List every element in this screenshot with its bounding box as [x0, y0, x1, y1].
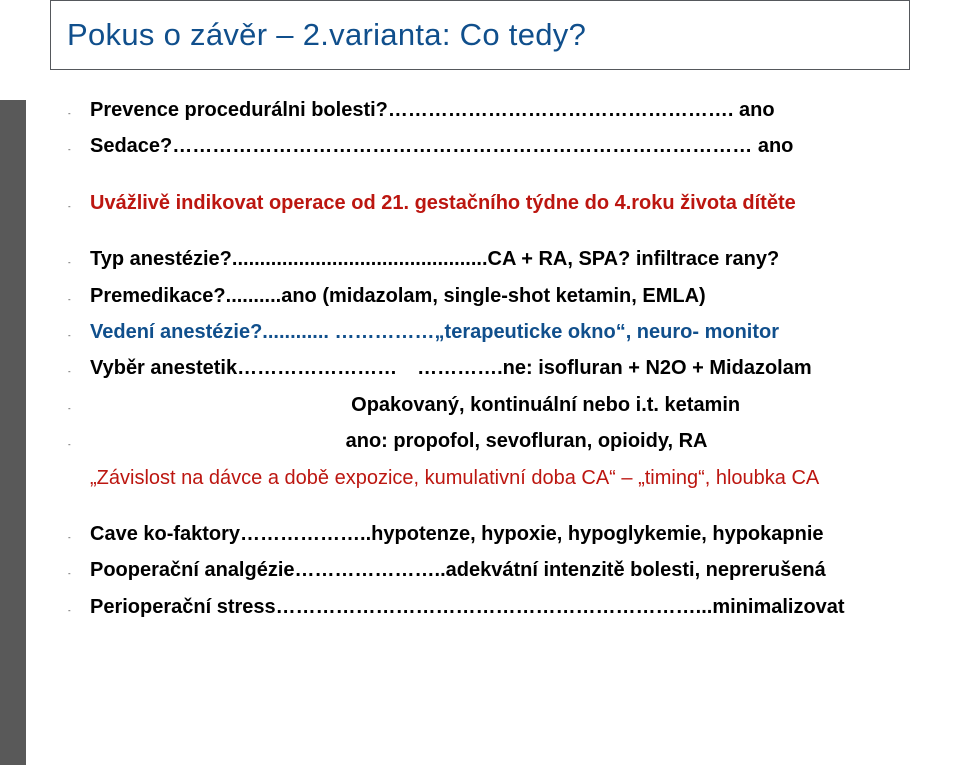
bullet: - — [68, 429, 90, 450]
content-line: -Prevence procedurálni bolesti?………………………… — [68, 96, 940, 124]
spacer — [68, 500, 940, 520]
bullet: - — [68, 595, 90, 616]
content-line: -„Závislost na dávce a době expozice, ku… — [68, 464, 940, 492]
bullet: - — [68, 558, 90, 579]
side-stripe — [0, 100, 26, 765]
title-box: Pokus o závěr – 2.varianta: Co tedy? — [50, 0, 910, 70]
spacer — [68, 169, 940, 189]
line-text: Uvážlivě indikovat operace od 21. gestač… — [90, 189, 940, 217]
bullet: - — [68, 356, 90, 377]
slide-title: Pokus o závěr – 2.varianta: Co tedy? — [67, 17, 586, 53]
content-line: -Cave ko-faktory………………..hypotenze, hypox… — [68, 520, 940, 548]
bullet: - — [68, 284, 90, 305]
content-line: - ano: propofol, sevofluran, opioidy, RA — [68, 427, 940, 455]
line-text: ano: propofol, sevofluran, opioidy, RA — [90, 427, 940, 455]
bullet: - — [68, 191, 90, 212]
content-line: -Vedení anestézie?............ ……………„ter… — [68, 318, 940, 346]
content-line: -Perioperační stress……………………………………………………… — [68, 593, 940, 621]
line-text: Sedace?…………………………………………………………………………… ano — [90, 132, 940, 160]
line-text: „Závislost na dávce a době expozice, kum… — [90, 464, 940, 492]
spacer — [68, 225, 940, 245]
line-text: Pooperační analgézie…………………..adekvátní i… — [90, 556, 940, 584]
line-text: Perioperační stress………………………………………………………… — [90, 593, 940, 621]
bullet: - — [68, 522, 90, 543]
bullet: - — [68, 98, 90, 119]
bullet: - — [68, 134, 90, 155]
content-line: -Sedace?…………………………………………………………………………… an… — [68, 132, 940, 160]
content-line: - Opakovaný, kontinuální nebo i.t. ketam… — [68, 391, 940, 419]
line-text: Cave ko-faktory………………..hypotenze, hypoxi… — [90, 520, 940, 548]
line-text: Typ anestézie?..........................… — [90, 245, 940, 273]
content-line: -Premedikace?..........ano (midazolam, s… — [68, 282, 940, 310]
bullet: - — [68, 393, 90, 414]
line-text: Opakovaný, kontinuální nebo i.t. ketamin — [90, 391, 940, 419]
content-line: -Pooperační analgézie…………………..adekvátní … — [68, 556, 940, 584]
line-text: Vedení anestézie?............ ……………„tera… — [90, 318, 940, 346]
bullet: - — [68, 247, 90, 268]
content-line: -Typ anestézie?.........................… — [68, 245, 940, 273]
line-text: Prevence procedurálni bolesti?…………………………… — [90, 96, 940, 124]
slide-content: -Prevence procedurálni bolesti?………………………… — [68, 96, 940, 629]
line-text: Premedikace?..........ano (midazolam, si… — [90, 282, 940, 310]
content-line: -Vyběr anestetik…………………… ………….ne: isoflu… — [68, 354, 940, 382]
line-text: Vyběr anestetik…………………… ………….ne: isoflur… — [90, 354, 940, 382]
content-line: -Uvážlivě indikovat operace od 21. gesta… — [68, 189, 940, 217]
bullet: - — [68, 320, 90, 341]
